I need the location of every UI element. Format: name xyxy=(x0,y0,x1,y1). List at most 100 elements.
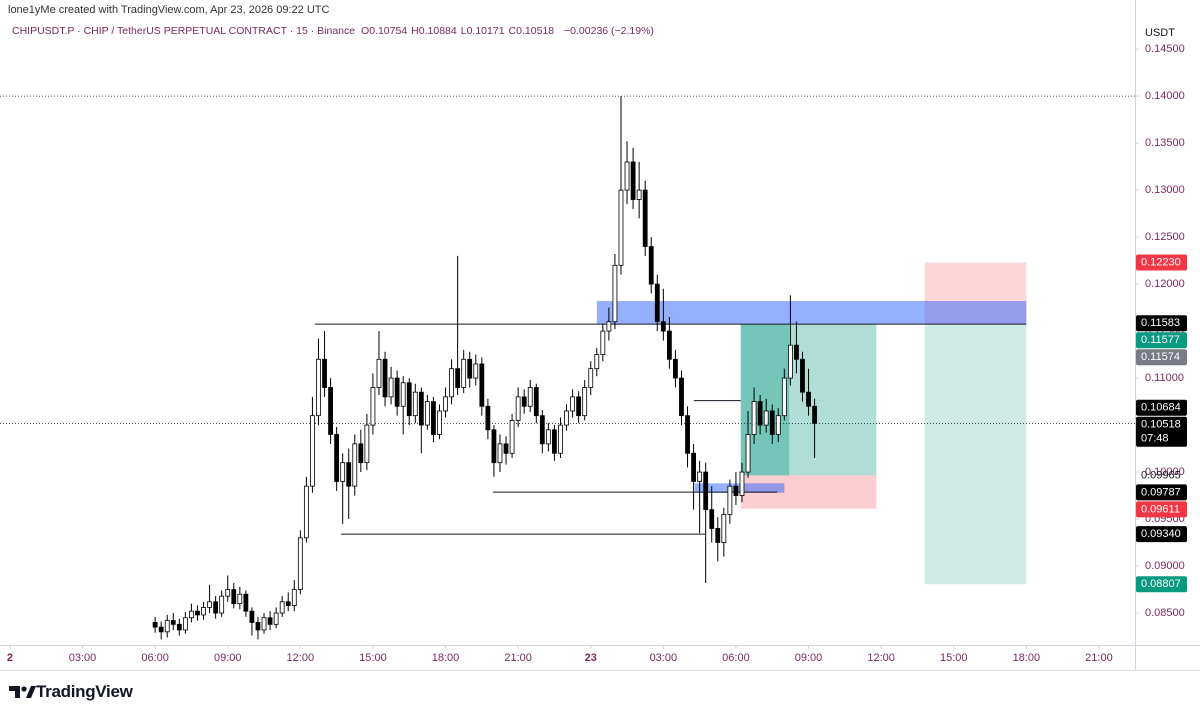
candle-body xyxy=(606,321,612,332)
price-label: 0.09965 xyxy=(1141,469,1181,481)
candle-body xyxy=(158,626,164,633)
price-label-bg xyxy=(1136,484,1187,501)
y-tick-label: 0.12000 xyxy=(1145,278,1185,290)
ohlc-value: 0.10518 xyxy=(516,25,555,37)
price-label: 0.11583 xyxy=(1141,317,1180,329)
candle-body xyxy=(461,358,467,388)
x-tick-label: 23 xyxy=(585,652,597,664)
candle-body xyxy=(787,344,793,379)
price-label-bg xyxy=(1136,399,1187,416)
y-tick-label: 0.13000 xyxy=(1145,184,1185,196)
candle-body xyxy=(443,396,448,412)
candle-body xyxy=(509,419,515,454)
candle-body xyxy=(588,368,594,388)
brand: TradingView xyxy=(36,682,133,701)
candle-body xyxy=(352,443,358,487)
candle-body xyxy=(654,283,660,323)
x-tick-label: 09:00 xyxy=(214,652,242,664)
legend: CHIPUSDT.P · CHIP / TetherUS PERPETUAL C… xyxy=(12,25,657,37)
candle-body xyxy=(800,358,805,393)
ohlc: O0.10754 H0.10884 L0.10171 C0.10518 xyxy=(361,25,558,37)
candle-body xyxy=(552,429,557,454)
zone xyxy=(596,301,1027,324)
price-label: 0.08807 xyxy=(1141,578,1181,590)
candle-body xyxy=(388,377,394,398)
candle-body xyxy=(521,396,527,407)
y-tick-label: 0.08500 xyxy=(1145,607,1185,619)
price-countdown: 07:48 xyxy=(1141,433,1169,445)
change: −0.00236 (−2.19%) xyxy=(564,25,654,37)
candle-body xyxy=(201,607,206,616)
candle-body xyxy=(794,344,799,360)
candle-body xyxy=(316,358,321,417)
candle-body xyxy=(685,415,690,454)
candle-body xyxy=(733,485,739,496)
price-label: 0.10518 xyxy=(1141,419,1181,431)
candle-body xyxy=(769,410,775,435)
candle-body xyxy=(237,593,243,605)
candle-body xyxy=(709,509,715,529)
candle-body xyxy=(249,610,255,623)
candle-body xyxy=(255,622,261,631)
candle-body xyxy=(376,358,382,388)
candle-body xyxy=(485,405,491,431)
candle-body xyxy=(673,358,678,379)
logo-icon xyxy=(9,686,36,698)
candle-body xyxy=(285,601,291,606)
candle-body xyxy=(431,401,436,435)
candle-body xyxy=(437,410,442,435)
candle-body xyxy=(297,537,303,590)
candle-body xyxy=(491,429,497,464)
candle-body xyxy=(303,485,309,539)
ohlc-value: 0.10171 xyxy=(466,25,505,37)
y-tick-label: 0.11000 xyxy=(1145,372,1184,384)
ohlc-value: 0.10884 xyxy=(418,25,457,37)
candle-body xyxy=(189,610,194,619)
candle-body xyxy=(449,368,454,398)
candle-body xyxy=(630,161,636,200)
candle-body xyxy=(727,485,733,515)
x-tick-label: 18:00 xyxy=(432,652,460,664)
candle-body xyxy=(231,589,237,605)
candle-body xyxy=(666,330,672,360)
candle-body xyxy=(545,429,551,445)
candle-body xyxy=(757,401,763,426)
candle-body xyxy=(340,462,346,482)
candle-body xyxy=(558,424,563,454)
candle-body xyxy=(533,387,539,417)
candle-body xyxy=(412,391,418,417)
price-label-bg xyxy=(1136,576,1187,593)
candle-body xyxy=(346,462,352,487)
candle-body xyxy=(594,354,600,370)
candle-body xyxy=(691,452,696,482)
candle-body xyxy=(406,382,412,417)
candle-body xyxy=(527,387,533,407)
candle-body xyxy=(467,358,473,379)
price-label-bg xyxy=(1136,416,1187,447)
candle-body xyxy=(455,368,461,388)
candle-body xyxy=(751,401,757,435)
x-tick-label: 15:00 xyxy=(940,652,968,664)
x-tick-label: 06:00 xyxy=(141,652,169,664)
candle-body xyxy=(195,610,200,616)
candle-body xyxy=(600,330,606,355)
candle-body xyxy=(400,382,406,407)
candle-body xyxy=(479,363,485,407)
candle-body xyxy=(243,593,249,612)
candle-body xyxy=(576,396,582,417)
candle-body xyxy=(267,617,273,625)
price-label-bg xyxy=(1136,501,1187,518)
x-tick-label: 21:00 xyxy=(504,652,532,664)
price-label: 0.12230 xyxy=(1141,256,1181,268)
ohlc-value: 0.10754 xyxy=(369,25,408,37)
x-tick-label: 12:00 xyxy=(287,652,315,664)
candle-body xyxy=(697,471,703,482)
candle-body xyxy=(539,415,545,445)
candle-body xyxy=(424,401,430,426)
candle-body xyxy=(715,528,721,543)
price-label-bg xyxy=(1136,315,1187,332)
x-tick-label: 03:00 xyxy=(69,652,97,664)
candle-body xyxy=(721,513,727,543)
candle-body xyxy=(775,415,781,435)
price-label-bg xyxy=(1136,332,1187,349)
